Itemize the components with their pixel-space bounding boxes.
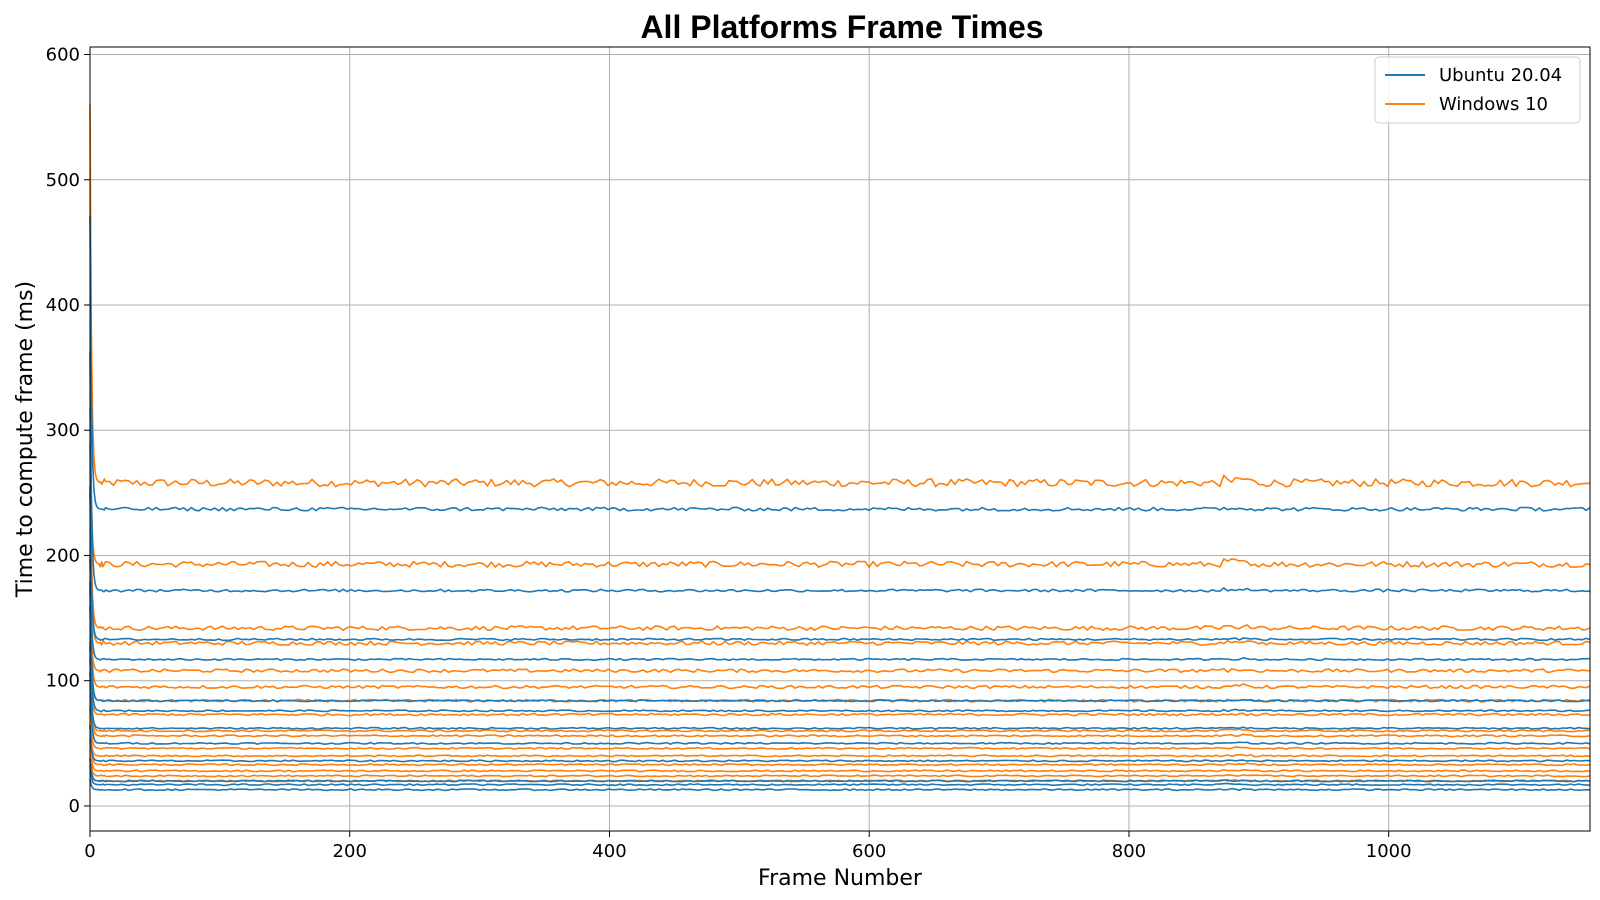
y-tick-label: 500 bbox=[46, 170, 80, 191]
x-axis-ticks: 0 200 400 600 800 1000 bbox=[84, 831, 1412, 862]
legend-label-windows: Windows 10 bbox=[1439, 94, 1548, 115]
y-tick-label: 400 bbox=[46, 295, 80, 316]
ubuntu-series-line bbox=[89, 216, 1591, 512]
y-tick-label: 300 bbox=[46, 420, 80, 441]
y-tick-label: 200 bbox=[46, 545, 80, 566]
y-tick-label: 600 bbox=[46, 45, 80, 66]
windows-series-line bbox=[89, 657, 1591, 738]
y-tick-label: 0 bbox=[69, 796, 80, 817]
windows-series-line bbox=[89, 750, 1591, 778]
ubuntu-series-line bbox=[89, 605, 1591, 713]
ubuntu-series-line bbox=[89, 765, 1590, 787]
ubuntu-series-line bbox=[89, 581, 1591, 703]
x-tick-label: 1000 bbox=[1366, 841, 1412, 862]
x-tick-label: 200 bbox=[333, 841, 367, 862]
windows-series-line bbox=[89, 586, 1591, 674]
ubuntu-series-line bbox=[89, 673, 1591, 745]
ubuntu-series-line bbox=[89, 778, 1590, 792]
windows-series-line bbox=[89, 739, 1591, 773]
y-tick-label: 100 bbox=[46, 671, 80, 692]
x-tick-label: 800 bbox=[1112, 841, 1146, 862]
x-tick-label: 400 bbox=[592, 841, 626, 862]
x-axis-label: Frame Number bbox=[758, 866, 923, 891]
ubuntu-series-line bbox=[89, 351, 1591, 593]
windows-series-line bbox=[89, 646, 1591, 717]
ubuntu-series-line bbox=[89, 486, 1591, 642]
windows-series-line bbox=[89, 724, 1591, 758]
ubuntu-series-line bbox=[89, 726, 1591, 763]
legend: Ubuntu 20.04 Windows 10 bbox=[1374, 56, 1581, 124]
windows-series-line bbox=[89, 493, 1591, 646]
legend-label-ubuntu: Ubuntu 20.04 bbox=[1439, 65, 1562, 86]
windows-series-line bbox=[89, 559, 1591, 690]
x-tick-label: 0 bbox=[84, 841, 95, 862]
y-axis-ticks: 0 100 200 300 400 500 600 bbox=[46, 45, 90, 817]
ubuntu-series-line bbox=[89, 556, 1591, 662]
windows-series-line bbox=[89, 658, 1591, 733]
x-tick-label: 600 bbox=[852, 841, 886, 862]
windows-series-line bbox=[89, 724, 1591, 767]
plot-frame bbox=[89, 46, 1591, 832]
plot-area bbox=[90, 47, 1590, 831]
legend-box bbox=[1374, 56, 1581, 124]
grid bbox=[89, 47, 1590, 831]
windows-series-line bbox=[89, 104, 1590, 488]
windows-series-line bbox=[89, 407, 1591, 568]
windows-series-line bbox=[89, 708, 1591, 750]
y-axis-label: Time to compute frame (ms) bbox=[13, 281, 38, 598]
windows-series-line bbox=[89, 442, 1591, 632]
series-lines bbox=[89, 104, 1591, 792]
ubuntu-series-line bbox=[89, 641, 1591, 730]
ubuntu-series-line bbox=[89, 758, 1591, 783]
chart-title: All Platforms Frame Times bbox=[640, 9, 1043, 45]
